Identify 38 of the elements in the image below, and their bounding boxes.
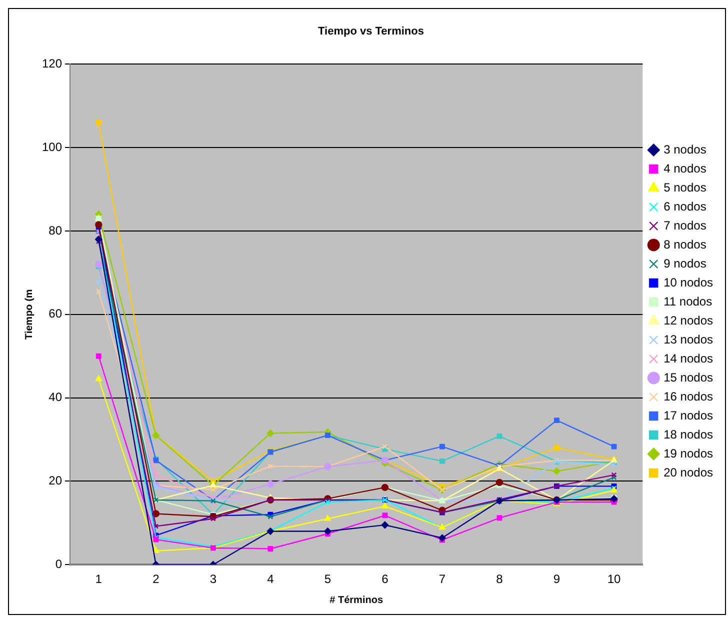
legend-label: 13 nodos (664, 332, 714, 346)
y-tick-label: 20 (48, 474, 62, 488)
legend-label: 9 nodos (664, 256, 706, 270)
legend-label: 18 nodos (664, 427, 714, 442)
x-tick-label: 5 (324, 572, 332, 586)
x-tick-label: 6 (382, 572, 389, 586)
x-tick-label: 9 (553, 572, 560, 586)
legend-label: 7 nodos (664, 218, 706, 232)
legend-label: 11 nodos (664, 294, 712, 308)
y-tick-label: 120 (42, 56, 62, 71)
legend-label: 16 nodos (664, 389, 714, 404)
x-tick-label: 2 (152, 572, 160, 586)
x-tick-label: 7 (438, 572, 446, 586)
x-tick-label: 3 (210, 572, 217, 586)
legend-label: 3 nodos (664, 142, 706, 156)
y-tick-label: 80 (48, 223, 62, 238)
x-tick-label: 1 (95, 572, 102, 586)
legend-label: 20 nodos (664, 465, 714, 480)
legend-label: 4 nodos (664, 161, 706, 176)
y-tick-label: 100 (42, 140, 62, 154)
x-tick-label: 8 (496, 572, 504, 586)
legend-label: 8 nodos (664, 237, 706, 252)
legend-label: 5 nodos (664, 180, 706, 194)
y-tick-label: 0 (55, 556, 62, 571)
legend-label: 19 nodos (664, 446, 714, 460)
legend-label: 17 nodos (664, 408, 714, 422)
x-tick-label: 10 (607, 572, 621, 586)
x-tick-label: 4 (267, 572, 274, 586)
legend-label: 14 nodos (664, 351, 714, 366)
legend-label: 6 nodos (664, 199, 706, 214)
legend-label: 10 nodos (664, 275, 714, 290)
chart-title: Tiempo vs Terminos (318, 26, 424, 38)
legend-label: 12 nodos (664, 313, 714, 328)
legend-label: 15 nodos (664, 370, 714, 384)
x-axis-title: # Términos (330, 594, 384, 606)
y-axis-title: Tiempo (m (24, 289, 35, 340)
y-tick-label: 60 (48, 306, 62, 321)
y-tick-label: 40 (48, 390, 62, 404)
